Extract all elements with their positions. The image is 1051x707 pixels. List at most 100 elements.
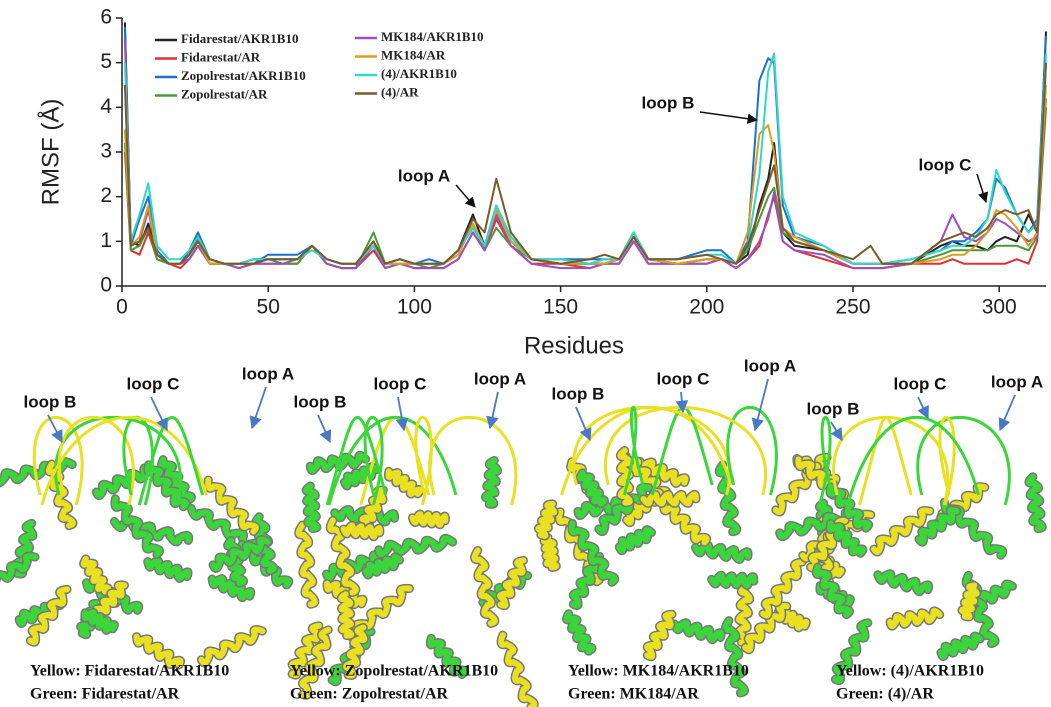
helix [937, 632, 984, 660]
loop-arrow [998, 394, 1016, 432]
loop-label: loop A [242, 364, 294, 383]
loop-coil [363, 415, 384, 506]
series-line [123, 98, 1047, 270]
loop-arrow [917, 396, 929, 420]
loop-arrow [395, 396, 409, 432]
loop-label: loop B [807, 399, 860, 418]
helix [111, 495, 163, 558]
helix [1025, 473, 1046, 532]
loop-coil [137, 416, 204, 506]
loop-coil [818, 415, 834, 506]
y-tick-label: 5 [100, 50, 112, 73]
series-line [123, 26, 1047, 265]
x-tick-label: 50 [257, 296, 280, 319]
helix [660, 500, 710, 546]
loop-coil [832, 416, 950, 506]
helix [80, 555, 112, 595]
x-tick-label: 250 [835, 296, 870, 319]
loop-arrow [575, 406, 592, 442]
helix [644, 611, 675, 660]
loop-coil [325, 416, 388, 506]
loop-coil [726, 405, 778, 496]
helix [535, 500, 558, 539]
helix [144, 461, 189, 510]
caption: Yellow: Zopolrestat/AKR1B10 [290, 663, 498, 680]
loop-coil [846, 416, 980, 506]
helix [158, 456, 195, 504]
helix [887, 607, 943, 630]
helix [205, 477, 259, 535]
helix [427, 635, 468, 678]
helix [362, 553, 403, 578]
series-line [123, 22, 1047, 265]
loop-coil [414, 415, 433, 506]
x-tick-label: 150 [543, 296, 578, 319]
helix [874, 570, 932, 595]
helix [708, 572, 757, 589]
helix [826, 520, 866, 557]
helix [338, 591, 355, 639]
loop-label: loop C [894, 374, 947, 393]
y-tick-label: 6 [100, 6, 112, 29]
helix [341, 463, 380, 489]
annotation: loop A [398, 166, 450, 185]
helix [299, 626, 332, 699]
helix [0, 553, 39, 582]
helix [760, 559, 806, 619]
loop-arrow [249, 386, 267, 430]
helix [471, 547, 498, 627]
loop-arrow [830, 421, 843, 442]
helix [385, 468, 423, 498]
helix [340, 522, 383, 540]
loop-arrow [486, 391, 499, 430]
x-tick-label: 300 [982, 296, 1017, 319]
x-axis-label: Residues [524, 332, 624, 359]
annotation-arrow [976, 173, 989, 203]
loop-coil [572, 405, 731, 496]
helix [144, 557, 192, 582]
x-tick-label: 100 [397, 296, 432, 319]
legend-label: MK184/AR [381, 47, 446, 62]
helix [563, 610, 595, 655]
x-tick-label: 0 [116, 296, 128, 319]
helix [498, 632, 538, 707]
loop-label: loop C [374, 374, 427, 393]
caption: Yellow: Fidarestat/AKR1B10 [30, 663, 229, 680]
legend-label: Fidarestat/AKR1B10 [181, 31, 298, 46]
helix [959, 582, 980, 620]
legend-label: (4)/AKR1B10 [381, 66, 457, 81]
helix [27, 586, 71, 646]
loop-label: loop A [474, 369, 526, 388]
annotation: loop C [919, 155, 972, 174]
helix [210, 536, 271, 572]
caption: Green: MK184/AR [568, 686, 699, 703]
helix [327, 517, 359, 596]
caption: Green: Zopolrestat/AR [290, 686, 449, 703]
loop-label: loop A [744, 356, 796, 375]
helix [540, 534, 560, 571]
helix [497, 557, 527, 609]
loop-coil [32, 415, 84, 506]
helix [827, 483, 872, 532]
legend-label: Fidarestat/AR [181, 49, 261, 64]
series-line [123, 52, 1047, 265]
helix [409, 510, 449, 528]
loop-arrow [47, 414, 63, 444]
legend-label: Zopolrestat/AKR1B10 [181, 68, 306, 83]
annotation-arrow [455, 184, 476, 208]
series-line [123, 62, 1047, 265]
y-tick-label: 0 [100, 274, 112, 297]
helix [617, 447, 633, 506]
helix [832, 619, 871, 684]
helix [637, 458, 689, 487]
caption: Green: (4)/AR [836, 686, 934, 703]
helix [343, 624, 368, 679]
caption: Yellow: (4)/AKR1B10 [836, 663, 984, 680]
y-tick-label: 2 [100, 184, 112, 207]
loop-coil [858, 416, 913, 506]
loop-arrow [675, 391, 689, 414]
loop-label: loop B [24, 392, 77, 411]
y-tick-label: 1 [100, 229, 112, 252]
helix [616, 526, 655, 554]
